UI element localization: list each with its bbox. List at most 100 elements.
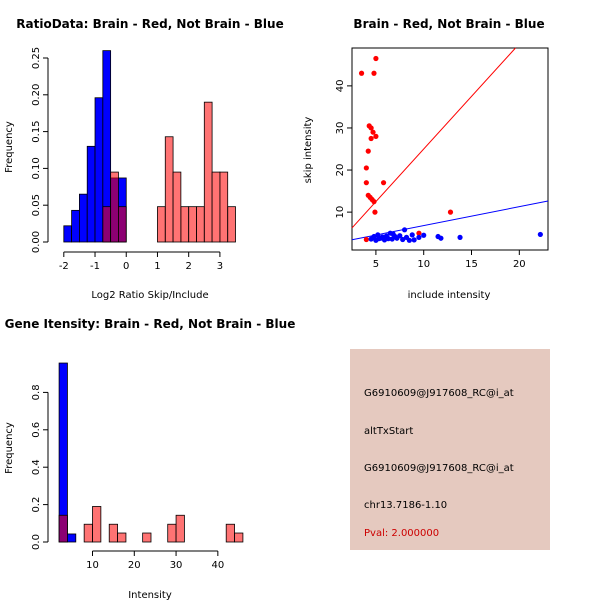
scatter-point-blue [457, 234, 463, 240]
scatter-point-red [372, 209, 378, 215]
gene-intensity-bar-brain [175, 514, 185, 543]
gene-intensity-bar-brain [167, 523, 177, 543]
scatter-point-red [370, 129, 376, 135]
scatter-point-red [368, 135, 374, 142]
scatter-point-blue [421, 232, 427, 238]
scatter-point-red [371, 199, 377, 205]
scatter-point-blue [400, 236, 406, 243]
ratio-histogram-bar-brain [203, 101, 213, 243]
scatter-x-tick-label: 10 [417, 259, 430, 270]
gene-intensity-y-tick-label: 0.4 [31, 459, 42, 475]
scatter-y-tick-label: 20 [335, 164, 346, 177]
gene-intensity-x-tick-label: 10 [86, 560, 99, 571]
info-probe-id-2: G6910609@J917608_RC@i_at [364, 463, 514, 474]
ratio-histogram-x-tick-label: -1 [90, 261, 100, 272]
gene-intensity-x-tick-label: 40 [211, 560, 224, 571]
scatter-point-red [373, 133, 379, 139]
ratio-histogram-bar-not-brain [79, 193, 88, 243]
intensity-scatter-panel: Brain - Red, Not Brain - Blue include in… [303, 17, 549, 301]
scatter-x-tick-label: 15 [465, 259, 478, 270]
ratio-histogram-bar-not-brain [71, 209, 80, 243]
ratio-histogram-bar-not-brain [94, 97, 104, 243]
ratio-histogram-x-tick-label: -2 [59, 261, 69, 272]
ratio-histogram-y-tick-label: 0.25 [31, 47, 42, 69]
scatter-point-red [368, 125, 374, 131]
gene-intensity-bar-brain [108, 523, 118, 543]
scatter-point-blue [370, 235, 376, 241]
gene-intensity-bar-brain [234, 532, 244, 543]
scatter-point-red [363, 236, 369, 243]
ratio-histogram-y-tick-label: 0.00 [31, 231, 42, 253]
ratio-histogram-bar-brain [164, 136, 174, 243]
scatter-fit-line-red [351, 47, 516, 229]
ratio-histogram-bar-not-brain [63, 225, 73, 243]
ratio-histogram-xlabel: Log2 Ratio Skip/Include [91, 290, 208, 301]
ratio-histogram-bar-brain [211, 171, 221, 243]
scatter-point-blue [382, 235, 389, 241]
scatter-point-blue [409, 232, 415, 238]
ratio-histogram-bar-not-brain [86, 145, 96, 243]
scatter-point-blue [376, 236, 382, 242]
ratio-histogram-bar-brain [196, 206, 205, 243]
ratio-histogram-bar-brain [110, 171, 119, 243]
gene-intensity-bar-brain [83, 523, 93, 543]
ratio-histogram-panel: RatioData: Brain - Red, Not Brain - Blue… [4, 17, 284, 301]
gene-intensity-y-tick-label: 0.8 [31, 384, 42, 400]
scatter-point-red [447, 209, 454, 215]
gene-intensity-bar-brain [225, 523, 235, 543]
ratio-histogram-bar-brain [172, 171, 182, 243]
scatter-point-blue [406, 237, 412, 243]
scatter-y-tick-label: 10 [335, 206, 346, 219]
ratio-histogram-x-tick-label: 0 [123, 261, 129, 272]
scatter-point-blue [401, 227, 408, 233]
info-pval: Pval: 2.000000 [364, 528, 439, 539]
ratio-histogram-x-tick-label: 1 [154, 261, 160, 272]
gene-intensity-x-tick-label: 30 [170, 560, 183, 571]
scatter-point-red [416, 230, 422, 236]
scatter-x-tick-label: 20 [513, 259, 526, 270]
gene-intensity-y-tick-label: 0.2 [31, 497, 42, 513]
gene-intensity-bar-brain [58, 514, 68, 543]
gene-intensity-bar-brain [92, 506, 102, 543]
gene-intensity-y-tick-label: 0.0 [31, 534, 42, 550]
ratio-histogram-bar-brain [188, 206, 197, 243]
scatter-fit-line-blue [351, 200, 549, 241]
info-event-type: altTxStart [364, 426, 413, 437]
ratio-histogram-x-tick-label: 2 [185, 261, 191, 272]
scatter-point-blue [438, 235, 444, 241]
info-probe-id: G6910609@J917608_RC@i_at [364, 388, 514, 399]
scatter-point-red [380, 180, 387, 186]
gene-intensity-histogram-panel: Gene Itensity: Brain - Red, Not Brain - … [4, 317, 295, 600]
ratio-histogram-y-tick-label: 0.05 [31, 194, 42, 216]
ratio-histogram-y-tick-label: 0.15 [31, 120, 42, 142]
scatter-point-blue [537, 231, 543, 238]
gene-intensity-bar-not-brain [67, 533, 77, 543]
ratio-histogram-y-tick-label: 0.20 [31, 84, 42, 106]
scatter-y-tick-label: 30 [335, 122, 346, 135]
scatter-point-red [365, 148, 371, 154]
gene-intensity-xlabel: Intensity [128, 590, 172, 600]
ratio-histogram-bar-brain [157, 206, 166, 243]
gene-intensity-y-tick-label: 0.6 [31, 422, 42, 438]
ratio-histogram-bar-brain [118, 206, 127, 243]
scatter-point-red [371, 70, 377, 76]
gene-intensity-title: Gene Itensity: Brain - Red, Not Brain - … [5, 317, 296, 331]
ratio-histogram-y-tick-label: 0.10 [31, 157, 42, 179]
intensity-scatter-ylabel: skip intensity [303, 117, 314, 184]
info-panel-background [350, 349, 550, 550]
info-location: chr13.7186-1.10 [364, 500, 447, 511]
scatter-point-blue [397, 233, 403, 239]
gene-intensity-ylabel: Frequency [4, 422, 15, 474]
ratio-histogram-bar-brain [102, 206, 112, 243]
gene-intensity-bar-brain [142, 532, 152, 543]
scatter-plot-frame [351, 47, 549, 251]
ratio-histogram-ylabel: Frequency [4, 121, 15, 173]
scatter-point-red [363, 180, 369, 186]
ratio-histogram-title: RatioData: Brain - Red, Not Brain - Blue [16, 17, 283, 31]
intensity-scatter-xlabel: include intensity [408, 290, 491, 301]
intensity-scatter-title: Brain - Red, Not Brain - Blue [353, 17, 544, 31]
ratio-histogram-x-tick-label: 3 [217, 261, 223, 272]
ratio-histogram-bar-brain [219, 171, 229, 243]
gene-intensity-x-tick-label: 20 [128, 560, 141, 571]
